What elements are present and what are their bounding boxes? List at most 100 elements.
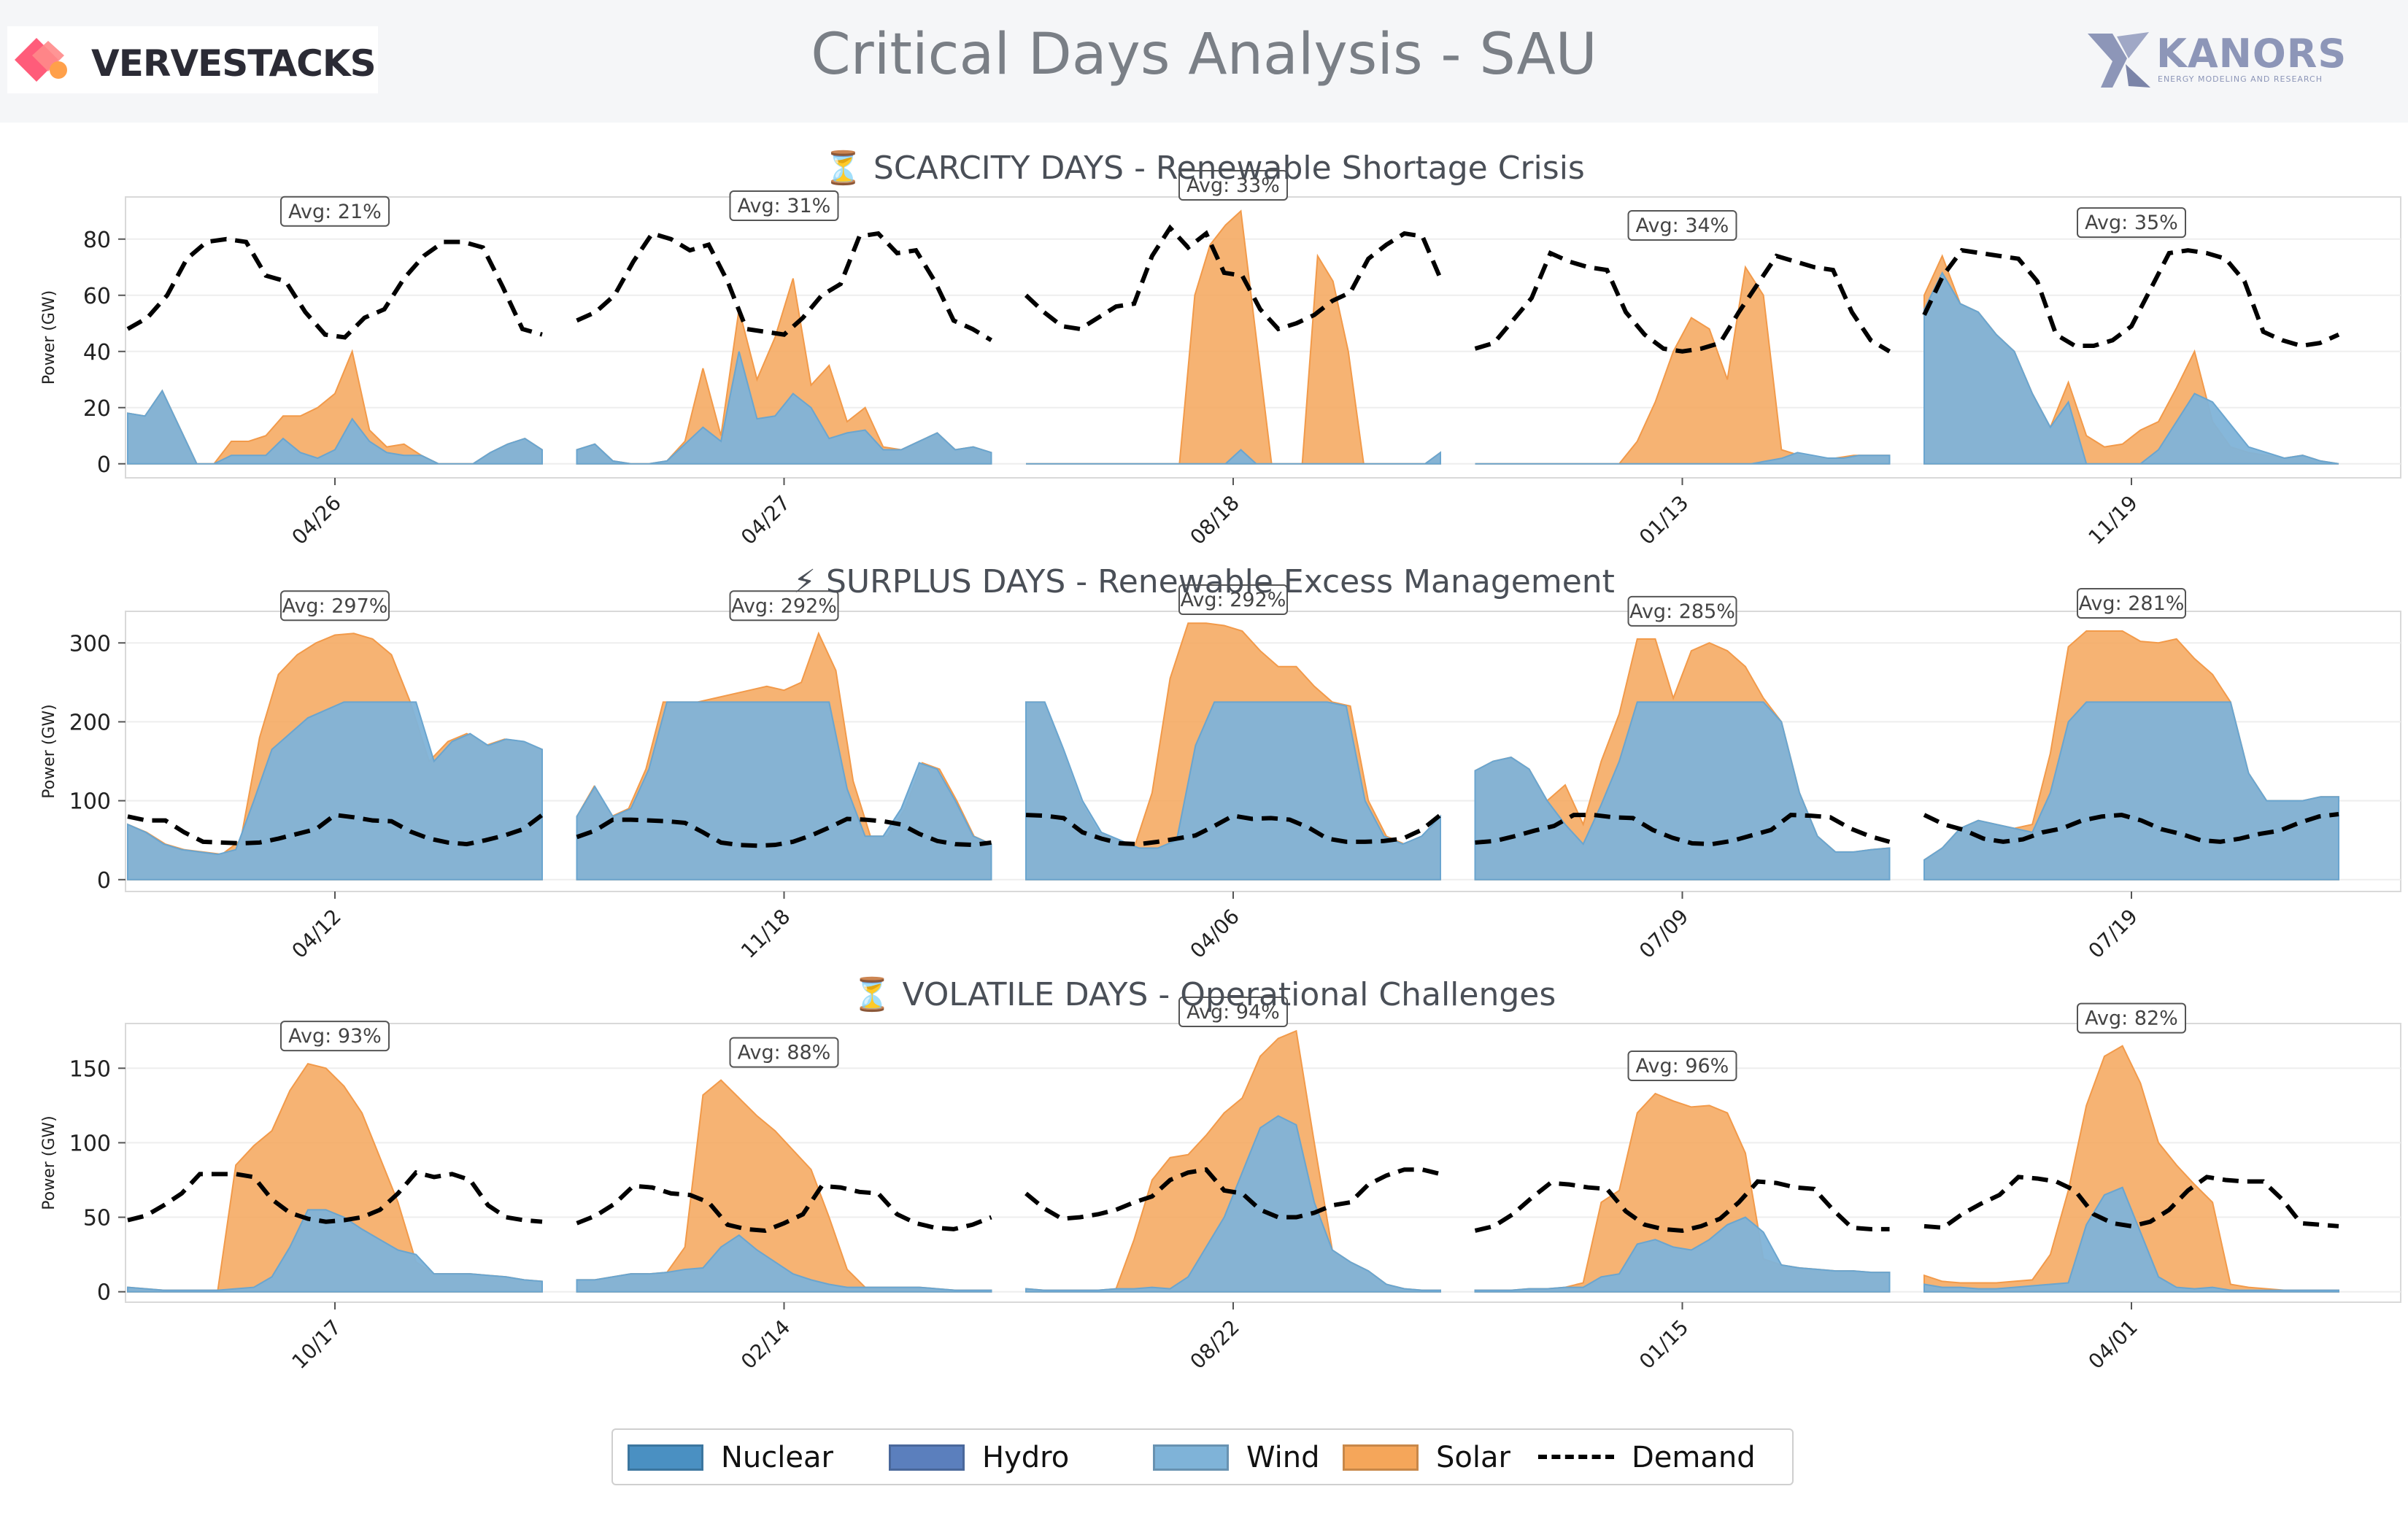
wind-area (1474, 701, 1891, 881)
demand-line (127, 812, 544, 847)
avg-badge (2077, 588, 2186, 619)
x-tick-label: 11/19 (2084, 491, 2142, 549)
kanors-logo-icon (2088, 32, 2150, 88)
y-axis-label: Power (GW) (40, 1115, 58, 1210)
kanors-logo-name: KANORS (2156, 31, 2347, 77)
x-tick-label: 08/22 (1186, 1315, 1244, 1374)
page-title: Critical Days Analysis - SAU (811, 22, 1597, 88)
row-title: ⏳ SCARCITY DAYS - Renewable Shortage Cri… (823, 150, 1585, 187)
avg-label: Avg: 292% (731, 595, 837, 617)
wind-area (1923, 271, 2339, 465)
avg-label: Avg: 33% (1186, 174, 1280, 197)
demand-line (127, 1169, 543, 1224)
wind-area (127, 1209, 543, 1293)
avg-label: Avg: 82% (2085, 1007, 2178, 1030)
x-tick-label: 04/26 (288, 491, 346, 549)
wind-area (576, 351, 992, 465)
avg-label: Avg: 94% (1186, 1001, 1280, 1024)
avg-badge (1178, 997, 1288, 1027)
wind-area (1025, 701, 1441, 881)
avg-badge (280, 590, 390, 622)
demand-line (576, 816, 992, 848)
demand-line (1923, 1175, 2339, 1230)
demand-line (576, 1183, 992, 1233)
avg-badge (280, 196, 390, 227)
vervestacks-logo: VERVESTACKS (7, 26, 378, 93)
wind-area (576, 701, 992, 881)
demand-line (1923, 812, 2339, 844)
y-tick-label: 100 (69, 1131, 111, 1156)
wind-area (576, 1234, 992, 1293)
avg-label: Avg: 88% (738, 1042, 831, 1064)
avg-badge (729, 190, 839, 222)
x-tick-label: 02/14 (736, 1315, 795, 1374)
avg-label: Avg: 31% (738, 195, 831, 217)
x-tick-label: 07/19 (2084, 905, 2142, 963)
avg-label: Avg: 96% (1636, 1055, 1729, 1078)
x-tick-label: 04/12 (288, 905, 346, 963)
avg-badge (280, 1021, 390, 1052)
avg-badge (729, 590, 839, 622)
row-title: ⏳ VOLATILE DAYS - Operational Challenges (852, 976, 1556, 1013)
legend-label: Nuclear (721, 1441, 833, 1474)
demand-line (576, 231, 993, 342)
panel-row-3: 0 50 100 150 Power (GW) 10/17 Avg: 93% 02/14 Avg… (40, 976, 2401, 1374)
legend-label: Wind (1246, 1441, 1320, 1474)
kanors-logo-tagline: ENERGY MODELING AND RESEARCH (2158, 74, 2323, 84)
avg-badge (1627, 1051, 1737, 1082)
avg-badge (2077, 1002, 2186, 1034)
y-tick-label: 200 (69, 710, 111, 735)
legend-line-swatch (1538, 1455, 1614, 1459)
wind-area (1474, 1216, 1891, 1293)
y-tick-label: 0 (97, 452, 111, 478)
demand-line (1024, 1167, 1441, 1221)
y-tick-label: 50 (83, 1206, 111, 1231)
avg-label: Avg: 292% (1181, 589, 1286, 611)
critical-days-chart: 0 20 40 60 80 Power (GW) 04/26 Avg: 21% 04/27 Avg… (40, 150, 2401, 1374)
avg-label: Avg: 297% (282, 595, 388, 617)
x-tick-label: 10/17 (288, 1315, 346, 1374)
legend-swatch (1153, 1444, 1229, 1471)
row-title: ⚡ SURPLUS DAYS - Renewable Excess Manage… (793, 563, 1615, 600)
wind-area (1923, 1186, 2339, 1293)
x-tick-label: 08/18 (1186, 491, 1244, 549)
y-tick-label: 60 (83, 284, 111, 309)
x-tick-label: 04/27 (736, 491, 795, 549)
x-tick-label: 11/18 (736, 905, 795, 963)
vervestacks-logo-text: VERVESTACKS (91, 42, 377, 85)
panel-row-2: 0 100 200 300 Power (GW) 04/12 Avg: 297% 11/18 A… (40, 563, 2401, 963)
wind-area (1025, 1115, 1441, 1293)
avg-label: Avg: 35% (2085, 212, 2178, 234)
demand-line (1475, 813, 1891, 847)
y-axis-label: Power (GW) (40, 704, 58, 798)
y-tick-label: 300 (69, 631, 111, 657)
y-tick-label: 150 (69, 1056, 111, 1082)
legend-swatch (889, 1444, 965, 1471)
avg-label: Avg: 93% (288, 1025, 382, 1048)
vervestacks-logo-icon (15, 38, 67, 82)
demand-line (1922, 247, 2340, 349)
x-tick-label: 01/13 (1635, 491, 1693, 549)
legend-label: Demand (1632, 1441, 1756, 1474)
demand-line (1024, 224, 1443, 332)
avg-label: Avg: 21% (288, 201, 382, 223)
y-axis-label: Power (GW) (40, 290, 58, 384)
kanors-logo: KANORS ENERGY MODELING AND RESEARCH (2083, 29, 2346, 93)
wind-area (127, 389, 543, 465)
avg-badge (1178, 584, 1288, 615)
avg-badge (1627, 595, 1737, 627)
legend: Nuclear Hydro Wind Solar Demand (611, 1428, 1794, 1485)
legend-swatch (628, 1444, 703, 1471)
avg-badge (729, 1037, 839, 1068)
avg-label: Avg: 34% (1636, 214, 1729, 237)
header-bar: VERVESTACKS Critical Days Analysis - SAU… (0, 0, 2408, 123)
y-tick-label: 100 (69, 789, 111, 815)
x-tick-label: 04/06 (1186, 905, 1244, 963)
legend-label: Hydro (982, 1441, 1070, 1474)
y-tick-label: 0 (97, 868, 111, 894)
wind-area (127, 701, 543, 881)
avg-badge (1627, 210, 1737, 241)
legend-swatch (1343, 1444, 1419, 1471)
avg-badge (1178, 170, 1288, 201)
demand-line (1025, 813, 1442, 847)
